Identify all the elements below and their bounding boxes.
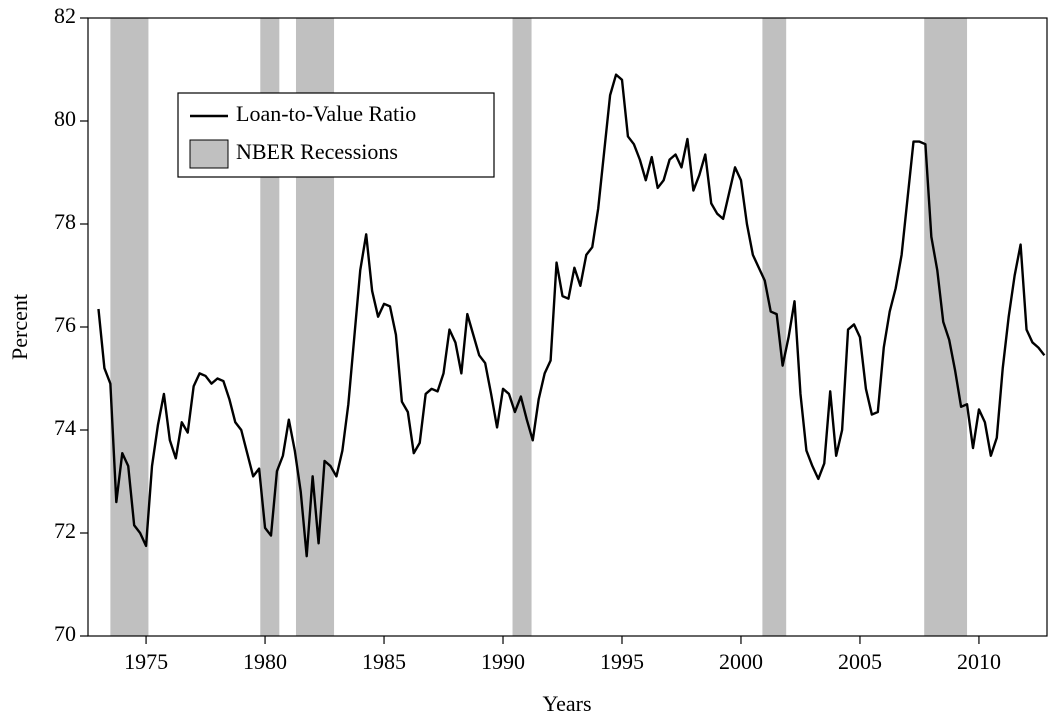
recession-band [512,18,532,636]
recession-band [762,18,787,636]
recession-band [110,18,149,636]
y-tick-label: 70 [54,621,76,646]
x-tick-label: 1995 [600,649,644,674]
y-tick-label: 74 [54,415,76,440]
x-axis-label: Years [542,691,591,716]
x-tick-label: 2005 [838,649,882,674]
y-tick-label: 80 [54,106,76,131]
x-tick-label: 2010 [957,649,1001,674]
x-tick-label: 2000 [719,649,763,674]
x-tick-label: 1985 [362,649,406,674]
x-tick-label: 1980 [243,649,287,674]
data-line [97,73,1046,558]
legend-label: NBER Recessions [236,139,398,164]
y-tick-label: 82 [54,3,76,28]
y-axis-label: Percent [7,294,32,360]
y-tick-label: 76 [54,312,76,337]
legend-swatch [189,139,229,169]
y-tick-label: 78 [54,209,76,234]
legend-box [177,92,495,178]
x-tick-label: 1975 [124,649,168,674]
plot-frame [87,17,1048,637]
x-tick-label: 1990 [481,649,525,674]
legend-label: Loan-to-Value Ratio [236,101,416,126]
y-tick-label: 72 [54,518,76,543]
